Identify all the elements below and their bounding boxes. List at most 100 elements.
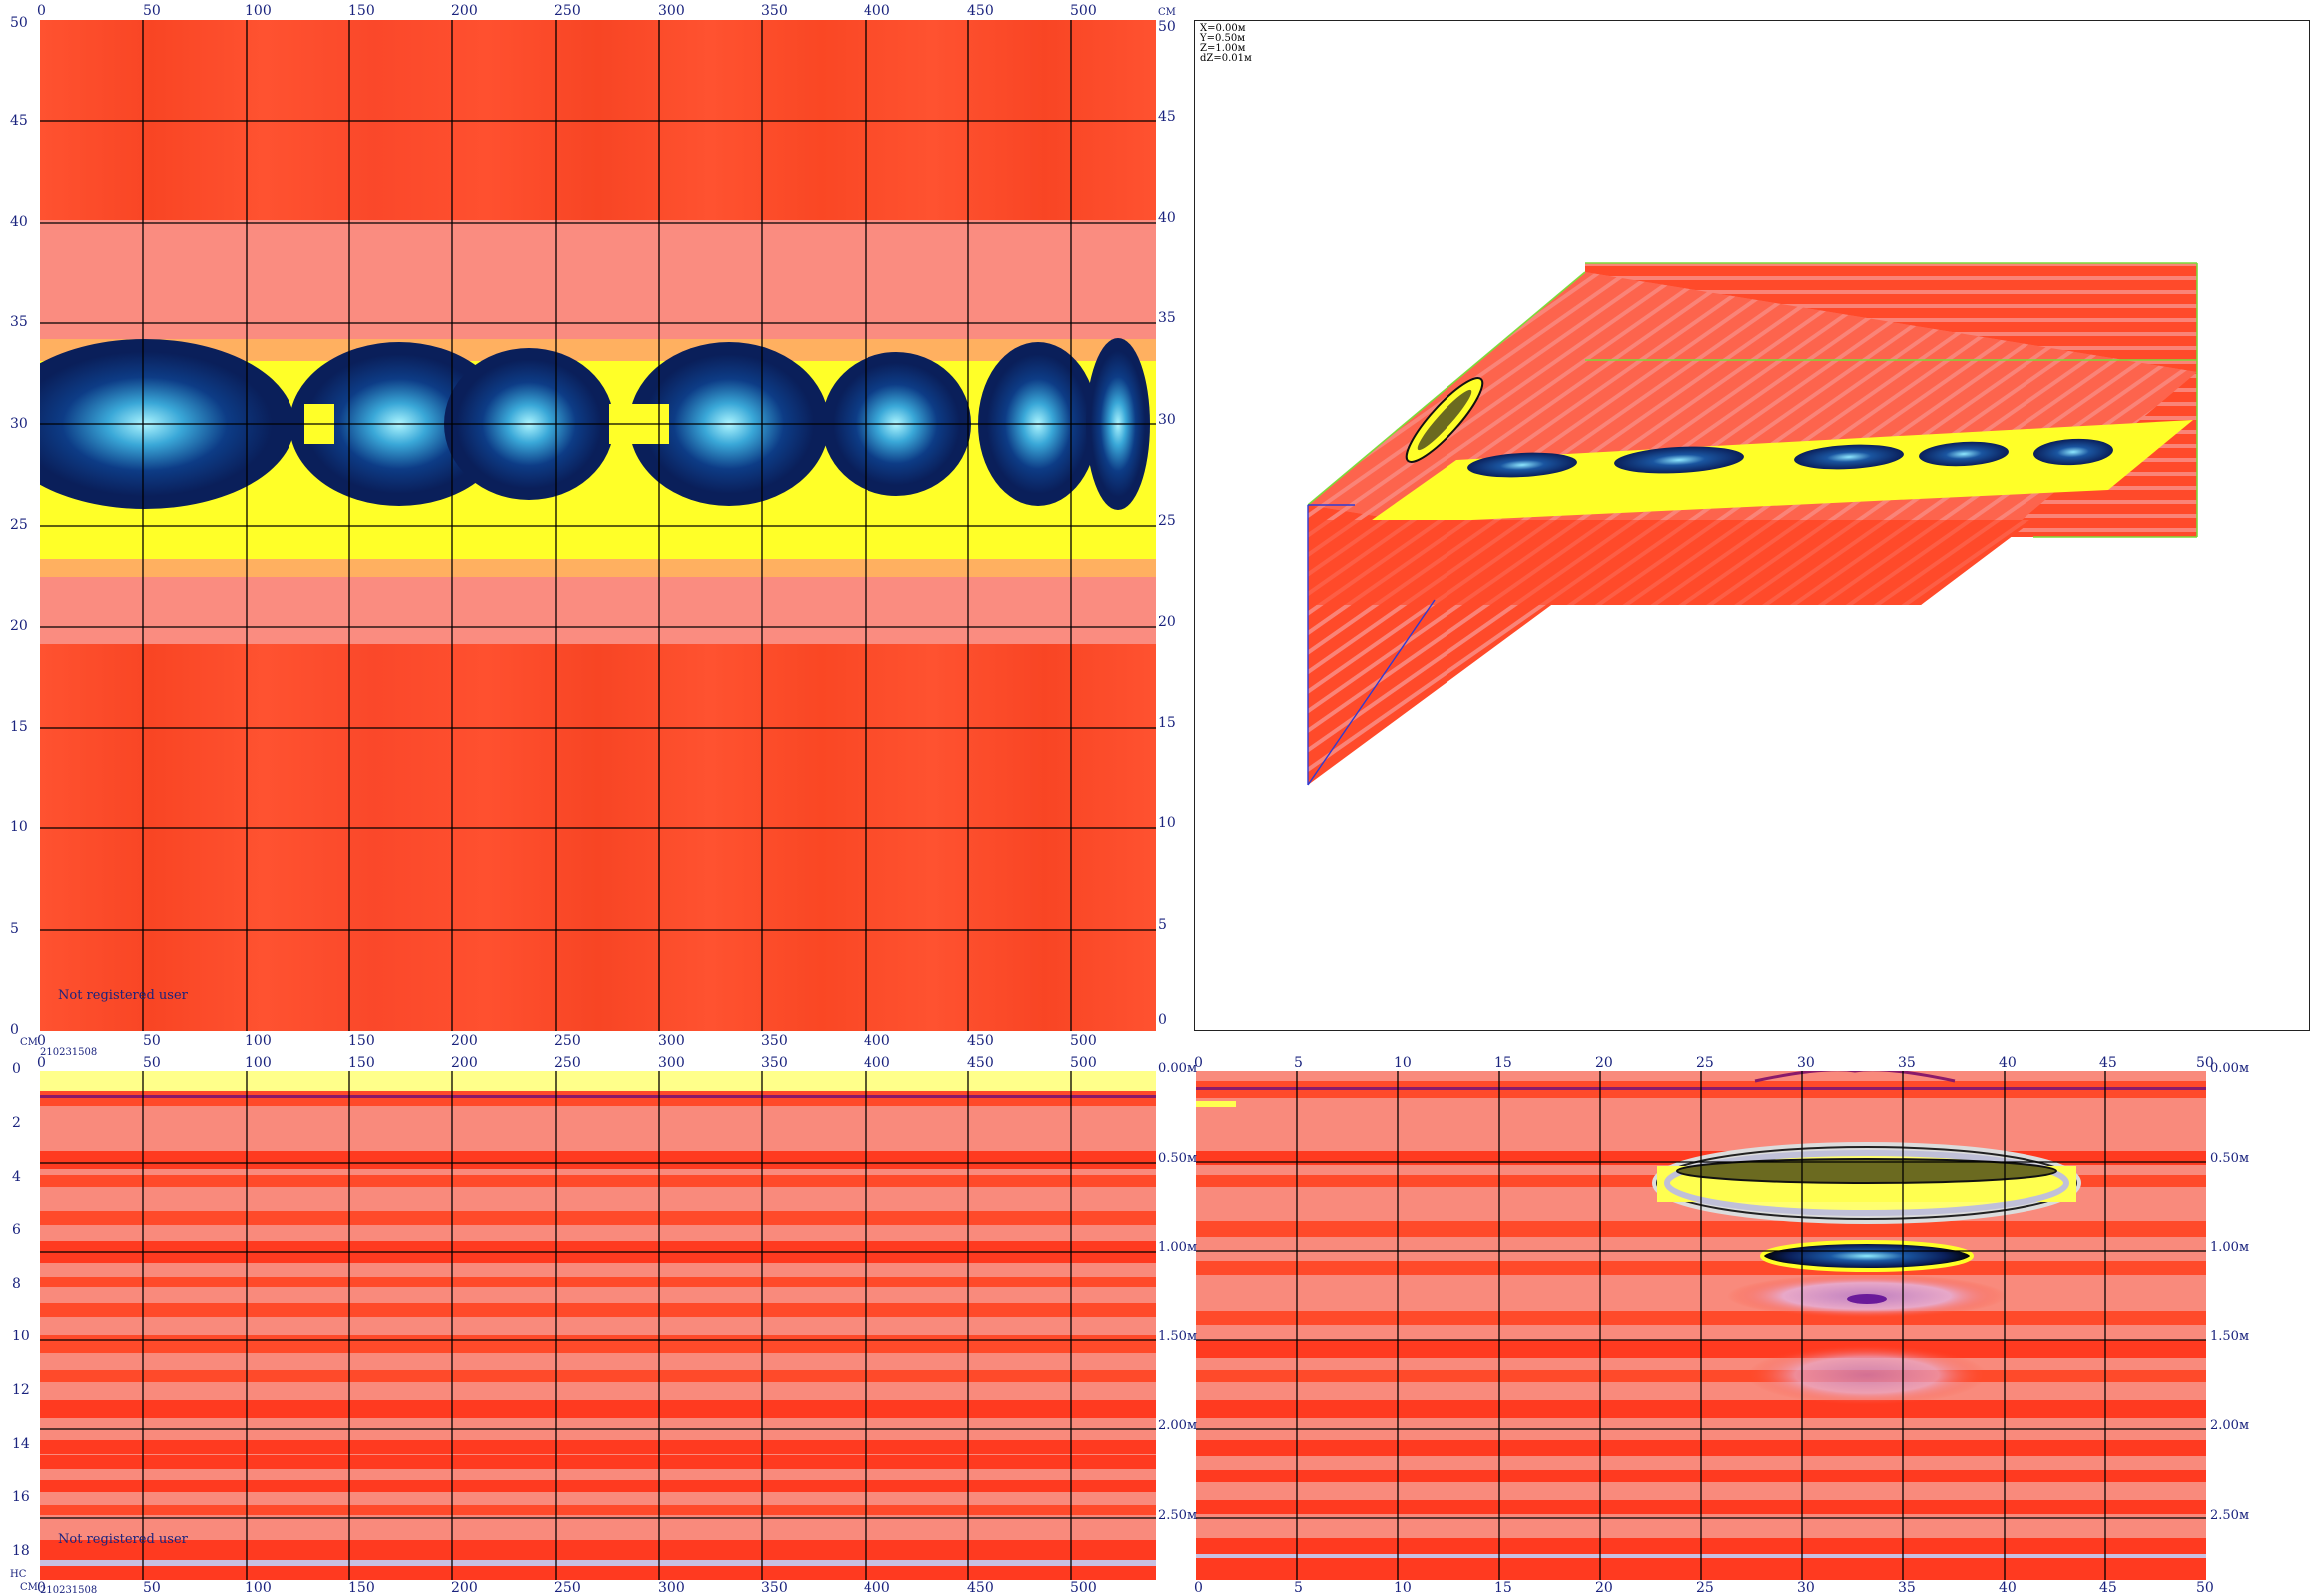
y-tick-label: 35 bbox=[1158, 310, 1176, 326]
x-tick-label: 150 bbox=[348, 1055, 375, 1071]
file-id-label: 210231508 bbox=[40, 1047, 98, 1058]
x-tick-label: 400 bbox=[864, 1033, 890, 1049]
x-tick-label: 50 bbox=[143, 1033, 161, 1049]
x-tick-label: 300 bbox=[658, 1055, 685, 1071]
y-tick-label: 8 bbox=[12, 1276, 21, 1292]
y-tick-label: 0.50м bbox=[1158, 1151, 1198, 1166]
x-tick-label: 40 bbox=[1999, 1055, 2017, 1071]
x-tick-label: 350 bbox=[761, 1033, 788, 1049]
corner-unit-label: СМ bbox=[1158, 7, 1176, 18]
three-d-volume bbox=[1307, 262, 2198, 786]
x-tick-label: 45 bbox=[2099, 1055, 2117, 1071]
profile-image bbox=[40, 1071, 1156, 1580]
y-tick-label: 0.00м bbox=[1158, 1061, 1198, 1076]
y-tick-label: 18 bbox=[12, 1543, 30, 1559]
x-tick-label: 15 bbox=[1494, 1055, 1512, 1071]
y-tick-label: 2.00м bbox=[1158, 1418, 1198, 1433]
cross-section-image bbox=[1196, 1071, 2206, 1580]
y-tick-label: 15 bbox=[10, 719, 28, 735]
x-tick-label: 100 bbox=[245, 1055, 272, 1071]
x-tick-label: 350 bbox=[761, 3, 788, 19]
x-tick-label: 100 bbox=[245, 1033, 272, 1049]
x-tick-label: 0 bbox=[37, 1580, 46, 1596]
x-tick-label: 100 bbox=[245, 3, 272, 19]
y-tick-label: 40 bbox=[1158, 210, 1176, 226]
x-tick-label: 5 bbox=[1294, 1580, 1303, 1596]
x-tick-label: 0 bbox=[37, 3, 46, 19]
corner-unit-label: СМ bbox=[20, 1037, 38, 1048]
y-tick-label: 10 bbox=[10, 819, 28, 835]
x-tick-label: 300 bbox=[658, 3, 685, 19]
y-tick-label: 40 bbox=[10, 214, 28, 230]
cross-section-grid bbox=[1196, 1071, 2206, 1580]
x-tick-label: 300 bbox=[658, 1033, 685, 1049]
x-tick-label: 20 bbox=[1595, 1580, 1613, 1596]
y-tick-label: 16 bbox=[12, 1489, 30, 1505]
y-tick-label: 12 bbox=[12, 1382, 30, 1398]
y-tick-label: 1.50м bbox=[1158, 1330, 1198, 1344]
three-d-view[interactable]: X=0.00м Y=0.50м Z=1.00м dZ=0.01м bbox=[1194, 20, 2310, 1031]
x-tick-label: 150 bbox=[348, 1033, 375, 1049]
x-tick-label: 25 bbox=[1696, 1055, 1714, 1071]
y-tick-label: 10 bbox=[12, 1329, 30, 1344]
x-tick-label: 400 bbox=[864, 1580, 890, 1596]
y-tick-label: 50 bbox=[1158, 19, 1176, 35]
x-tick-label: 450 bbox=[967, 1033, 994, 1049]
x-tick-label: 250 bbox=[554, 3, 581, 19]
y-tick-label: 0 bbox=[1158, 1012, 1167, 1028]
y-tick-label: 0.50м bbox=[2210, 1151, 2250, 1166]
x-tick-label: 500 bbox=[1070, 1033, 1097, 1049]
y-readout: Y=0.50м bbox=[1200, 33, 1246, 44]
plan-view-plot[interactable]: Not registered user bbox=[40, 20, 1156, 1031]
x-tick-label: 150 bbox=[348, 1580, 375, 1596]
cross-section-plot[interactable] bbox=[1196, 1071, 2206, 1580]
y-tick-label: 1.50м bbox=[2210, 1330, 2250, 1344]
x-tick-label: 15 bbox=[1494, 1580, 1512, 1596]
y-tick-label: 2.00м bbox=[2210, 1418, 2250, 1433]
x-tick-label: 5 bbox=[1294, 1055, 1303, 1071]
x-readout: X=0.00м bbox=[1200, 23, 1246, 34]
x-tick-label: 400 bbox=[864, 3, 890, 19]
x-tick-label: 500 bbox=[1070, 1580, 1097, 1596]
coordinate-readout: X=0.00м Y=0.50м Z=1.00м dZ=0.01м bbox=[1200, 24, 1252, 64]
x-tick-label: 50 bbox=[2196, 1580, 2214, 1596]
file-id-label: 210231508 bbox=[40, 1585, 98, 1596]
x-tick-label: 200 bbox=[451, 1033, 478, 1049]
profile-grid bbox=[40, 1071, 1156, 1580]
y-tick-label: 0.00м bbox=[2210, 1061, 2250, 1076]
y-tick-label: 1.00м bbox=[2210, 1240, 2250, 1255]
x-tick-label: 30 bbox=[1797, 1055, 1815, 1071]
x-tick-label: 200 bbox=[451, 1580, 478, 1596]
y-tick-label: 30 bbox=[1158, 412, 1176, 428]
x-tick-label: 300 bbox=[658, 1580, 685, 1596]
y-tick-label: 5 bbox=[10, 921, 19, 937]
y-tick-label: 2 bbox=[12, 1115, 21, 1131]
y-tick-label: 25 bbox=[1158, 513, 1176, 529]
profile-plot[interactable]: Not registered user bbox=[40, 1071, 1156, 1580]
x-tick-label: 450 bbox=[967, 1580, 994, 1596]
x-tick-label: 500 bbox=[1070, 1055, 1097, 1071]
x-tick-label: 250 bbox=[554, 1580, 581, 1596]
x-tick-label: 200 bbox=[451, 3, 478, 19]
profile-layers bbox=[40, 1091, 1156, 1580]
x-tick-label: 100 bbox=[245, 1580, 272, 1596]
x-tick-label: 25 bbox=[1696, 1580, 1714, 1596]
x-tick-label: 350 bbox=[761, 1055, 788, 1071]
y-tick-label: 14 bbox=[12, 1436, 30, 1452]
watermark-label: Not registered user bbox=[58, 988, 188, 1003]
dz-readout: dZ=0.01м bbox=[1200, 53, 1252, 64]
x-tick-label: 40 bbox=[1999, 1580, 2017, 1596]
plan-view-image bbox=[40, 20, 1156, 1031]
x-tick-label: 35 bbox=[1898, 1055, 1916, 1071]
x-tick-label: 10 bbox=[1394, 1055, 1412, 1071]
y-tick-label: 4 bbox=[12, 1169, 21, 1185]
x-tick-label: 450 bbox=[967, 3, 994, 19]
x-tick-label: 0 bbox=[1194, 1580, 1203, 1596]
y-tick-label: 6 bbox=[12, 1222, 21, 1238]
y-tick-label: 25 bbox=[10, 517, 28, 533]
y-tick-label: 45 bbox=[1158, 109, 1176, 125]
y-tick-label: 45 bbox=[10, 113, 28, 129]
x-tick-label: 50 bbox=[143, 3, 161, 19]
x-tick-label: 50 bbox=[143, 1055, 161, 1071]
y-tick-label: 10 bbox=[1158, 815, 1176, 831]
